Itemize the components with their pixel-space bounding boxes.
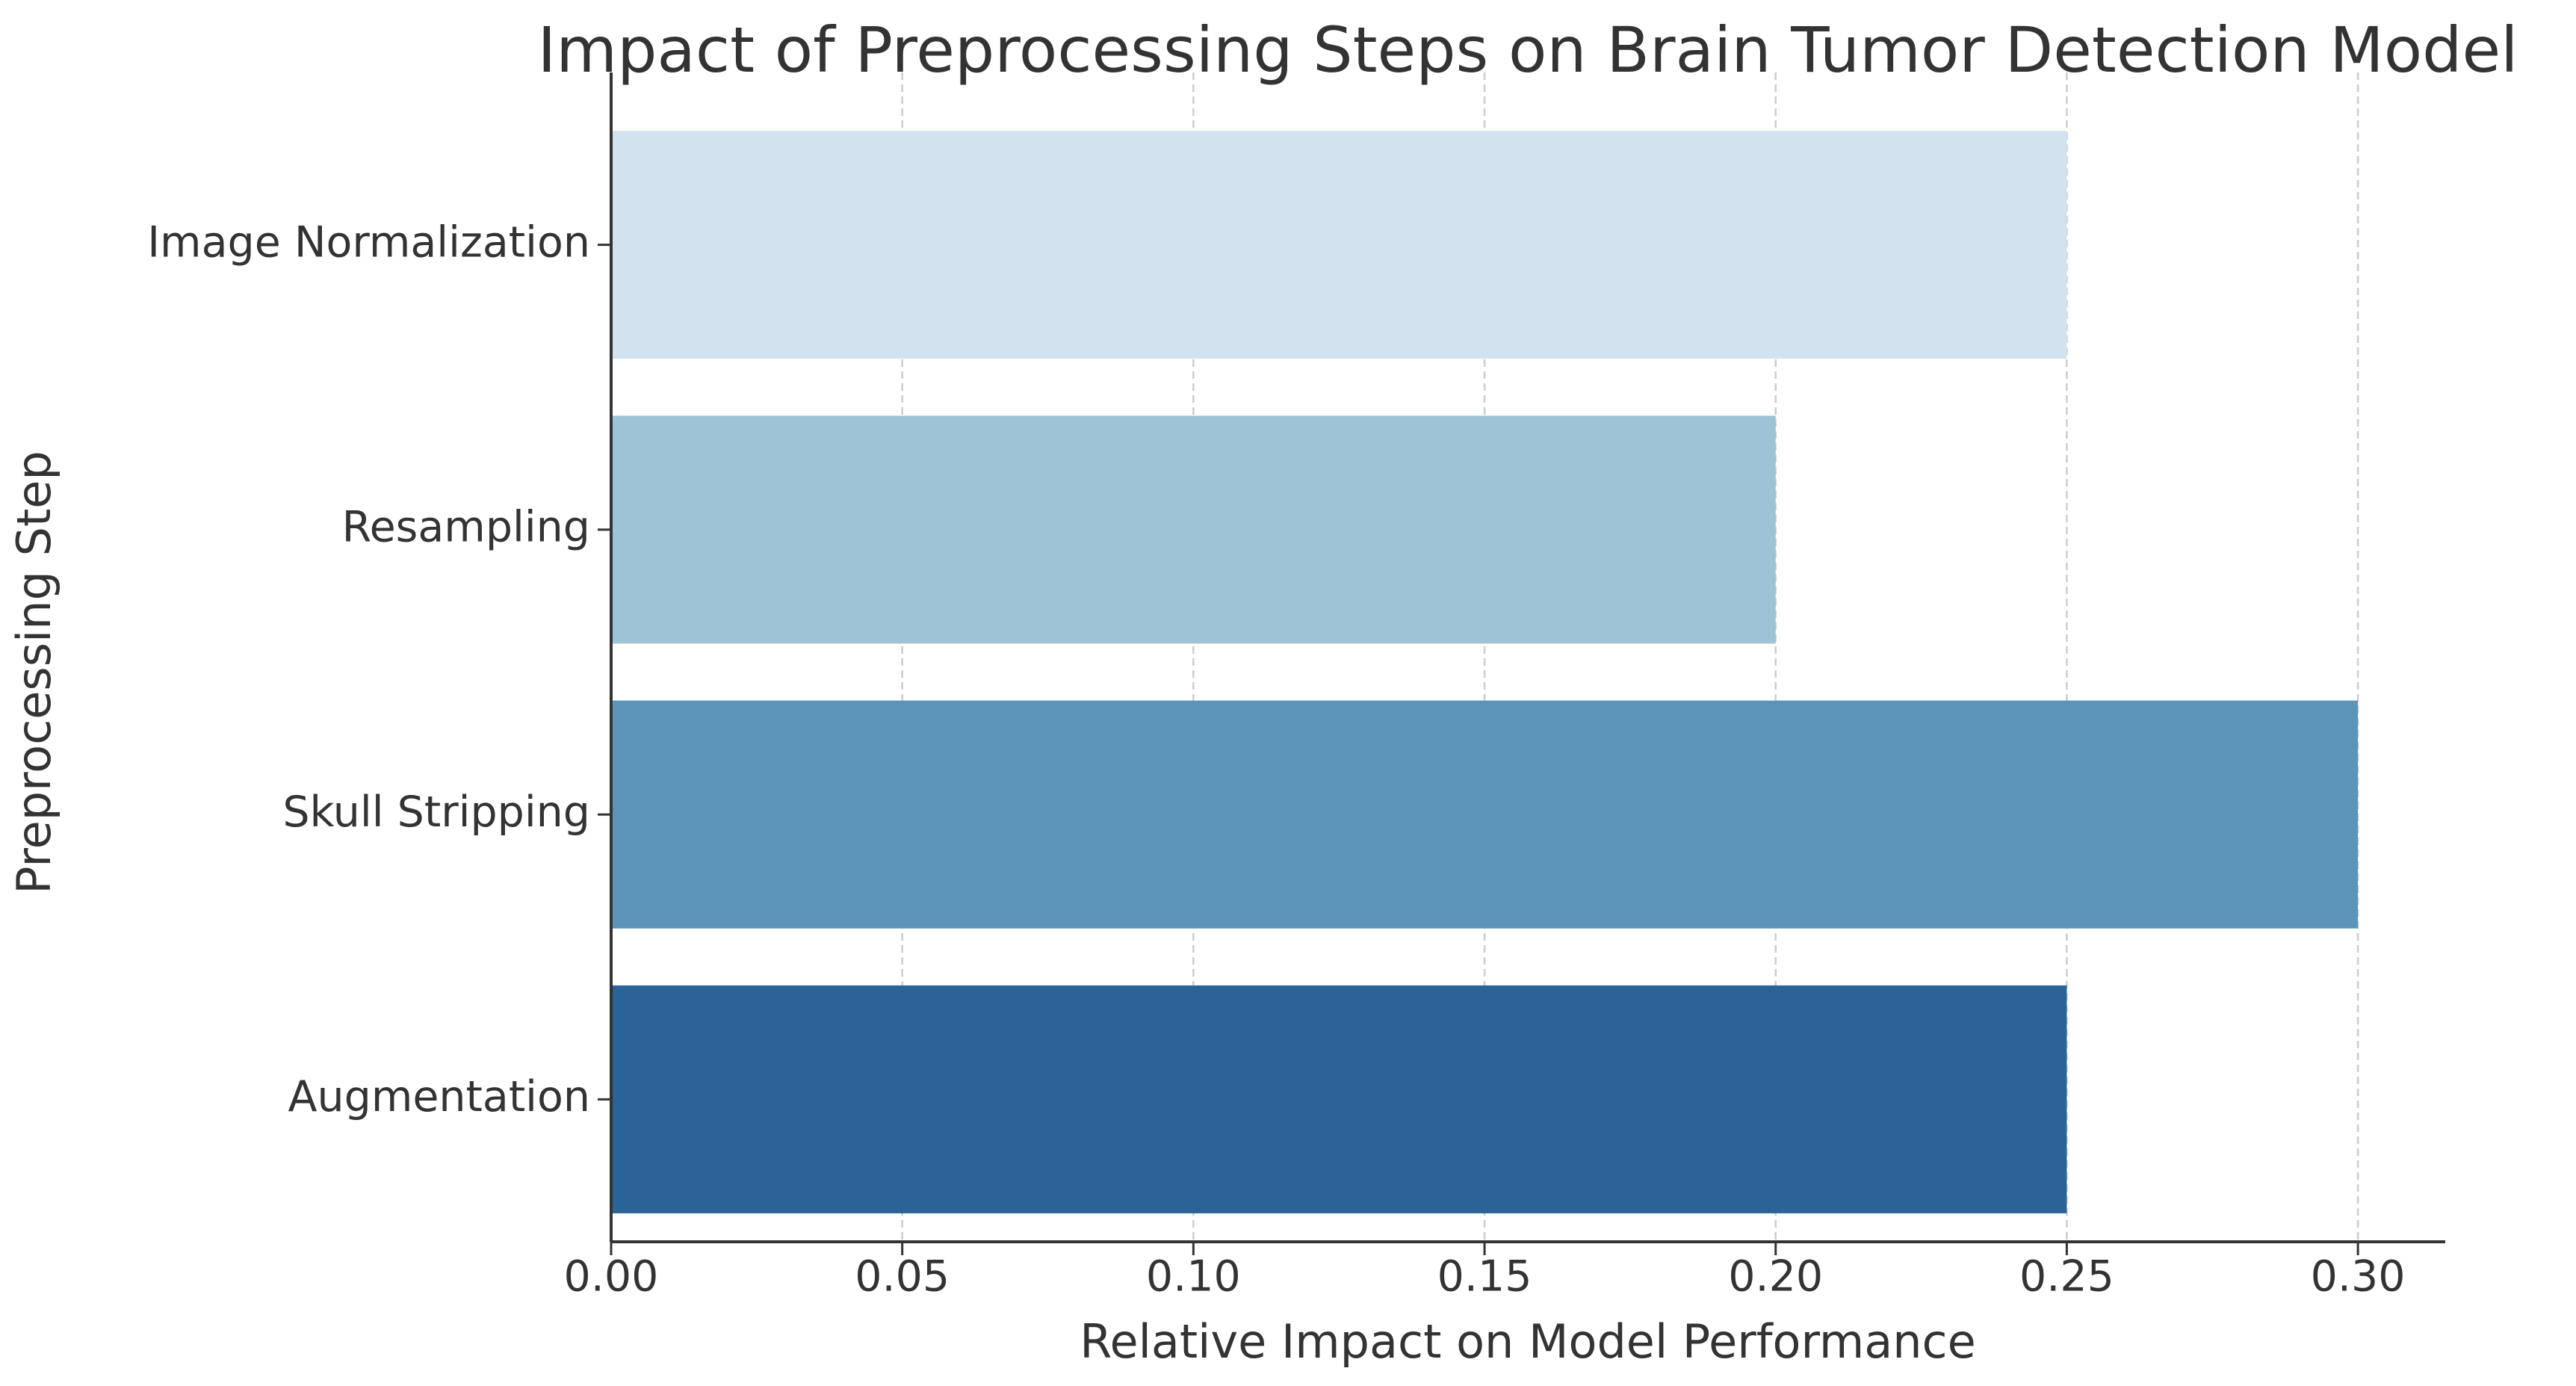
x-tick-label: 0.25	[2019, 1252, 2114, 1302]
x-tick-label: 0.00	[564, 1252, 659, 1302]
x-tick-label: 0.15	[1437, 1252, 1532, 1302]
bar	[611, 131, 2067, 359]
x-tick-label: 0.20	[1728, 1252, 1823, 1302]
y-axis-label: Preprocessing Step	[7, 451, 61, 894]
bar	[611, 415, 1776, 644]
y-tick-label: Skull Stripping	[282, 788, 590, 837]
y-tick-label: Augmentation	[288, 1072, 590, 1122]
x-tick-label: 0.30	[2311, 1252, 2406, 1302]
bar	[611, 985, 2067, 1213]
x-tick-label: 0.05	[855, 1252, 950, 1302]
x-tick-label: 0.10	[1146, 1252, 1241, 1302]
chart-title: Impact of Preprocessing Steps on Brain T…	[537, 13, 2518, 87]
x-axis-label: Relative Impact on Model Performance	[1080, 1314, 1976, 1369]
y-tick-label: Image Normalization	[147, 217, 590, 267]
y-tick-label: Resampling	[342, 503, 590, 552]
bar	[611, 700, 2359, 929]
